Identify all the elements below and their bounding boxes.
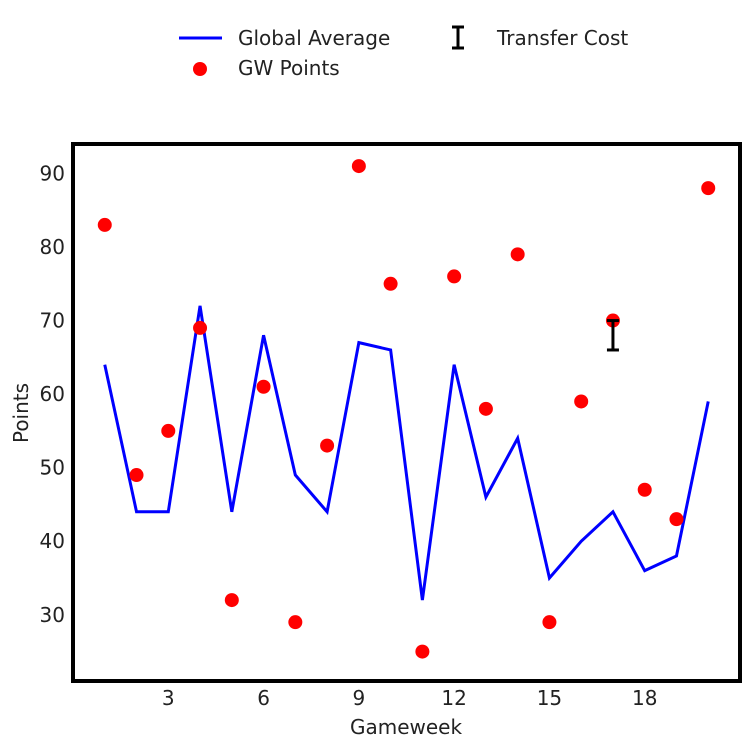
y-tick-label: 30 <box>40 603 65 627</box>
gw-points-dot <box>288 615 303 630</box>
global-average-line <box>103 305 710 601</box>
gw-points-dot <box>320 438 335 453</box>
gw-points-dot <box>415 644 430 659</box>
x-tick-label: 6 <box>257 686 270 710</box>
gw-points-dot <box>669 512 684 527</box>
transfer-cost-errorbar <box>606 319 619 352</box>
gw-points-dot <box>574 394 589 409</box>
x-tick-label: 15 <box>537 686 562 710</box>
gw-points-dot <box>383 276 398 291</box>
gw-points-dot <box>193 320 208 335</box>
y-tick-label: 90 <box>40 161 65 185</box>
gw-points-dot <box>129 468 144 483</box>
gw-points-dot <box>478 401 493 416</box>
y-tick-label: 40 <box>40 529 65 553</box>
x-tick-label: 18 <box>632 686 657 710</box>
y-tick-label: 70 <box>40 309 65 333</box>
gw-points-dot <box>256 379 271 394</box>
legend: Global Average GW Points Transfer Cost <box>179 25 628 80</box>
legend-errorbar-swatch <box>452 25 464 50</box>
y-tick-label: 60 <box>40 382 65 406</box>
gw-points-dot <box>542 615 557 630</box>
gw-points-dot <box>701 181 716 196</box>
gw-points-dot <box>97 217 112 232</box>
x-axis-ticks: 3 6 9 12 15 18 <box>162 686 658 710</box>
gw-points-dot <box>351 159 366 174</box>
gw-points-dot <box>510 247 525 262</box>
y-axis-label: Points <box>9 383 33 443</box>
gw-points-dot <box>161 423 176 438</box>
x-axis-label: Gameweek <box>350 715 463 739</box>
legend-label-transfer-cost: Transfer Cost <box>496 26 628 50</box>
x-tick-label: 3 <box>162 686 175 710</box>
plot-marks <box>97 159 716 659</box>
x-tick-label: 9 <box>352 686 365 710</box>
y-tick-label: 80 <box>40 235 65 259</box>
legend-label-gw-points: GW Points <box>238 56 340 80</box>
x-tick-label: 12 <box>441 686 466 710</box>
gw-points-dot <box>224 593 239 608</box>
gw-points-dot <box>447 269 462 284</box>
gw-points-dot <box>637 482 652 497</box>
y-axis-ticks: 30 40 50 60 70 80 90 <box>40 161 65 626</box>
plot-frame <box>71 142 742 683</box>
legend-label-global-average: Global Average <box>238 26 390 50</box>
legend-dot-swatch <box>193 62 207 76</box>
y-tick-label: 50 <box>40 456 65 480</box>
